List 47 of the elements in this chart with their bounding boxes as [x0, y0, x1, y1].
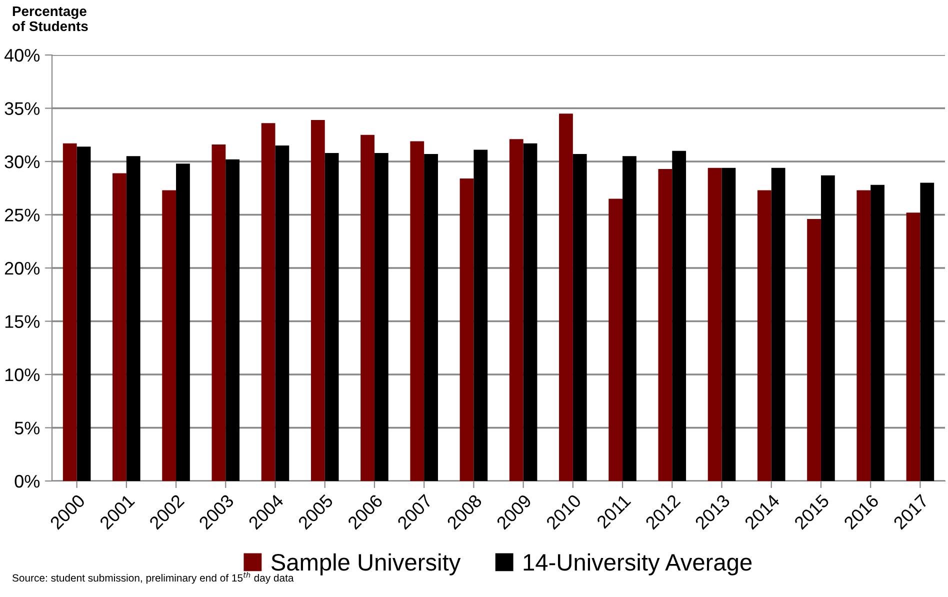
bar — [523, 143, 538, 481]
bar — [212, 144, 226, 481]
bar — [906, 212, 920, 481]
bar — [572, 154, 587, 481]
bar — [324, 152, 339, 481]
bar — [672, 150, 686, 481]
y-axis-title: Percentage of Students — [12, 6, 88, 32]
bar — [708, 168, 722, 481]
y-tick-label: 5% — [14, 422, 40, 434]
bar — [162, 190, 176, 481]
bar — [856, 190, 871, 481]
bar — [722, 168, 736, 481]
legend-label: 14-University Average — [524, 553, 752, 576]
bar — [870, 184, 884, 481]
bar — [261, 123, 276, 481]
bar — [226, 159, 240, 481]
bar — [559, 114, 573, 481]
bar — [608, 198, 623, 481]
bar — [275, 146, 290, 481]
y-tick-label: 30% — [4, 155, 40, 168]
bar — [622, 156, 636, 481]
bar — [360, 134, 374, 481]
y-tick-label: 15% — [5, 315, 40, 328]
bar — [374, 152, 388, 481]
bar — [807, 219, 821, 481]
bar — [62, 143, 77, 481]
bar — [757, 190, 772, 481]
bar — [460, 178, 474, 481]
y-tick-label: 10% — [5, 368, 40, 382]
bar — [176, 164, 190, 481]
bar — [424, 154, 438, 481]
y-tick-label: 35% — [4, 102, 40, 115]
y-tick-label: 25% — [4, 208, 40, 222]
bar — [76, 146, 91, 481]
bar — [509, 139, 524, 481]
bar — [820, 175, 835, 481]
bar — [658, 168, 672, 481]
bar — [112, 173, 126, 481]
bar — [310, 120, 325, 481]
bar — [126, 156, 140, 481]
y-tick-label: 0% — [14, 474, 40, 488]
bar — [410, 141, 424, 481]
y-tick-label: 40% — [4, 48, 40, 62]
bar — [771, 168, 786, 481]
y-tick-label: 20% — [4, 262, 40, 275]
bar — [474, 150, 488, 481]
bar — [920, 182, 934, 481]
